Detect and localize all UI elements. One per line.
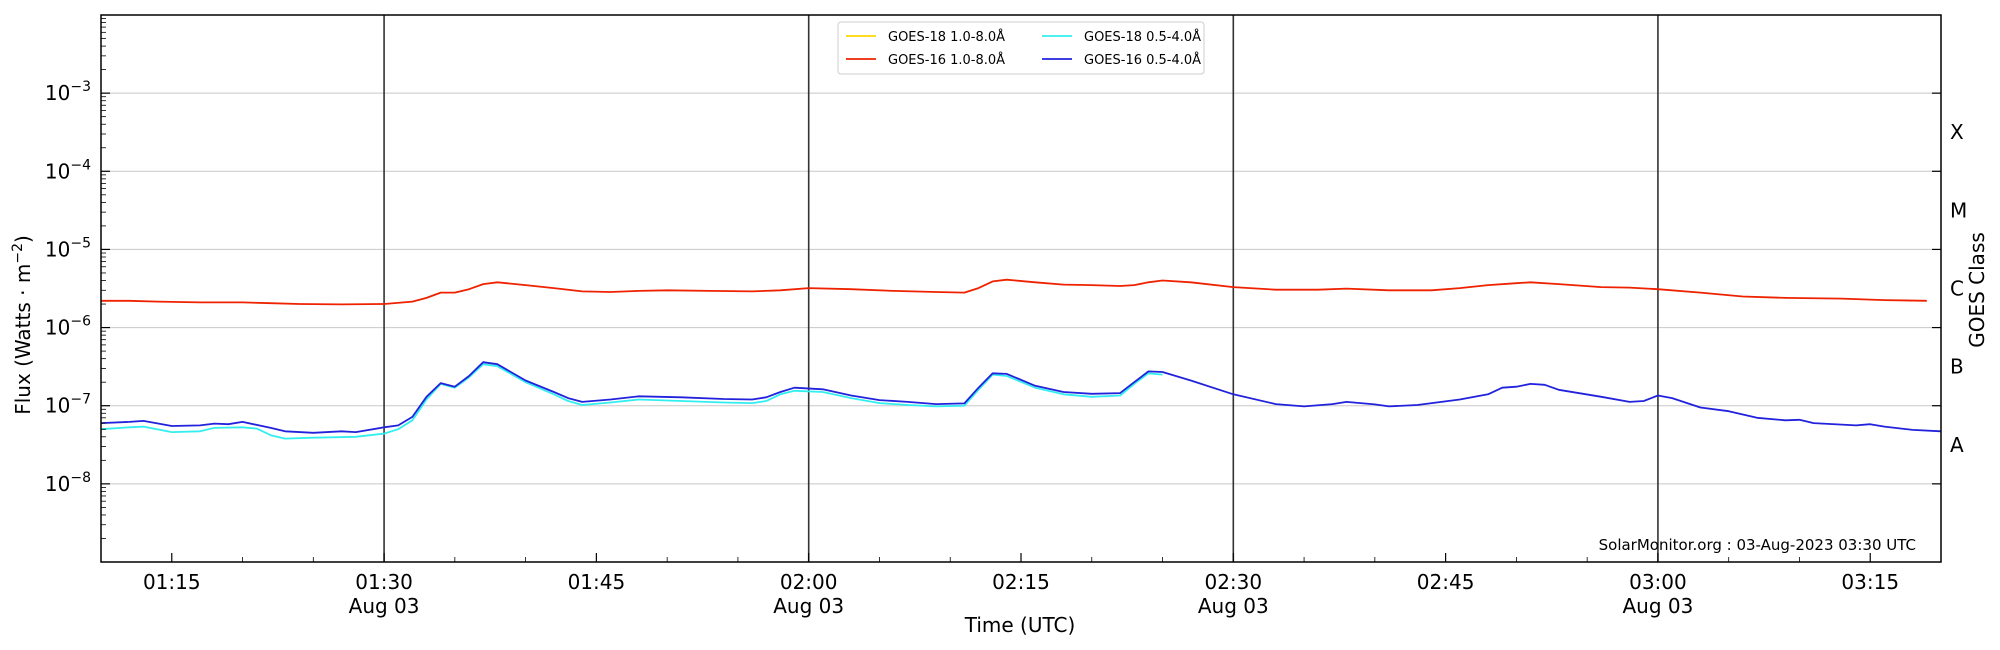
legend-label: GOES-16 0.5-4.0Å (1084, 52, 1201, 68)
legend-label: GOES-16 1.0-8.0Å (888, 52, 1005, 68)
x-tick-label: 02:30 (1204, 570, 1262, 594)
y-tick-label: 10−8 (45, 470, 91, 496)
x-tick-label: 02:00 (780, 570, 838, 594)
series-line (100, 363, 1163, 440)
x-tick-date-label: Aug 03 (773, 594, 844, 618)
goes-class-label: A (1950, 433, 1964, 457)
goes-class-label: C (1950, 277, 1964, 301)
plot-frame (100, 14, 1942, 563)
goes-class-label: B (1950, 355, 1964, 379)
x-tick-label: 02:15 (992, 570, 1050, 594)
credit-text: SolarMonitor.org : 03-Aug-2023 03:30 UTC (1599, 536, 1916, 554)
x-tick-date-label: Aug 03 (349, 594, 420, 618)
y-tick-label: 10−3 (45, 79, 91, 105)
x-tick-label: 03:15 (1841, 570, 1899, 594)
y-tick-label: 10−5 (45, 235, 91, 261)
x-tick-label: 01:45 (568, 570, 626, 594)
y-axis-label: Flux (Watts · m−2) (10, 235, 35, 415)
goes-class-labels: A B C M X (1950, 120, 1967, 457)
y-axis-label-right: GOES Class (1965, 232, 1989, 348)
goes-class-label: X (1950, 120, 1964, 144)
series-line (100, 361, 1942, 434)
legend-box (837, 21, 1205, 75)
goes-class-label: M (1950, 198, 1967, 222)
series-line (101, 278, 1927, 306)
y-tick-label: 10−4 (45, 157, 91, 183)
y-axis-ticks: 10−8 10−7 10−6 10−5 10−4 10−3 (45, 18, 1941, 539)
series-layer (100, 278, 1942, 440)
x-axis-label: Time (UTC) (964, 613, 1076, 637)
legend-label: GOES-18 1.0-8.0Å (888, 29, 1005, 45)
legend-label: GOES-18 0.5-4.0Å (1084, 29, 1201, 45)
x-tick-date-label: Aug 03 (1622, 594, 1693, 618)
x-tick-date-label: Aug 03 (1198, 594, 1269, 618)
x-tick-label: 01:15 (143, 570, 201, 594)
x-tick-label: 01:30 (355, 570, 413, 594)
grid-layer (101, 92, 1941, 485)
y-tick-label: 10−6 (45, 314, 91, 340)
y-tick-label: 10−7 (45, 392, 91, 418)
date-boundary-lines (383, 15, 1659, 562)
x-tick-label: 02:45 (1417, 570, 1475, 594)
x-tick-label: 03:00 (1629, 570, 1687, 594)
legend: GOES-18 1.0-8.0Å GOES-16 1.0-8.0Å GOES-18 … (837, 21, 1205, 75)
